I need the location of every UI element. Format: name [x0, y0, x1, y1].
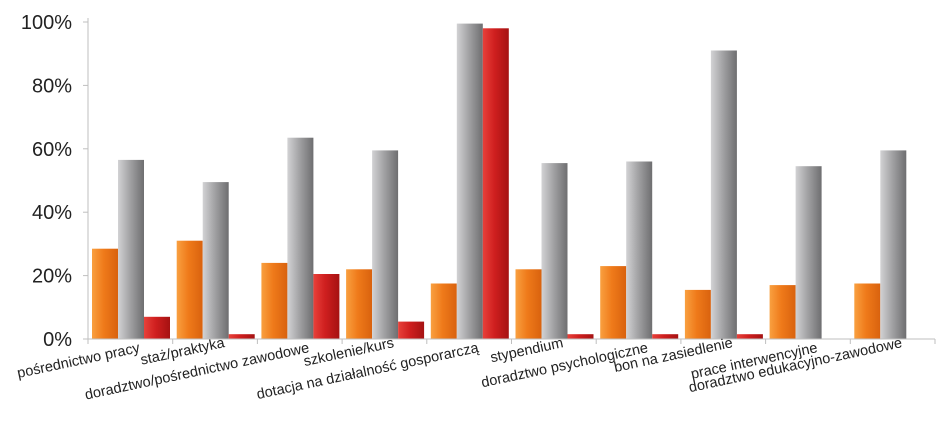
series-2-bar: [626, 161, 653, 339]
y-tick-label: 60%: [32, 139, 72, 161]
y-tick-label: 0%: [43, 329, 72, 351]
series-3-bar: [652, 334, 679, 339]
series-1-bar: [515, 269, 542, 339]
series-3-bar: [313, 274, 340, 339]
x-category-label: pośrednictwo pracy: [16, 340, 142, 382]
series-3-bar: [228, 334, 255, 339]
series-1-bar: [430, 283, 457, 339]
series-3-bar: [144, 316, 170, 339]
series-2-bar: [372, 150, 399, 339]
series-2-bar: [456, 23, 483, 339]
series-2-bar: [880, 150, 907, 339]
series-3-bar: [567, 334, 594, 339]
series-1-bar: [176, 240, 203, 339]
series-2-bar: [118, 159, 144, 339]
series-2-bar: [287, 137, 314, 339]
series-1-bar: [600, 266, 627, 339]
series-2-bar: [541, 163, 568, 339]
x-axis: pośrednictwo pracystaż/praktykadoradztwo…: [16, 335, 936, 404]
y-tick-label: 80%: [32, 75, 72, 97]
bars: [92, 23, 907, 340]
series-2-bar: [202, 182, 229, 339]
series-3-bar: [736, 334, 763, 339]
y-tick-label: 40%: [32, 202, 72, 224]
y-tick-label: 100%: [21, 12, 72, 34]
series-3-bar: [398, 321, 425, 339]
series-1-bar: [854, 283, 881, 339]
series-1-bar: [769, 285, 796, 339]
y-tick-label: 20%: [32, 266, 72, 288]
series-2-bar: [795, 166, 822, 339]
series-3-bar: [482, 28, 509, 340]
series-1-bar: [346, 269, 373, 339]
series-2-bar: [710, 50, 737, 339]
series-1-bar: [92, 248, 118, 339]
y-axis: 0% 20% 40% 60% 80% 100%: [21, 12, 89, 351]
series-1-bar: [261, 262, 288, 339]
series-1-bar: [684, 289, 711, 339]
